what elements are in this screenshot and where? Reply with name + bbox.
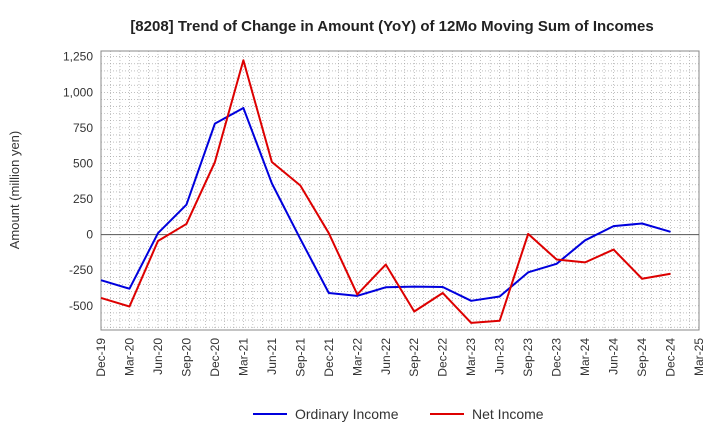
x-tick-label: Sep-21 [293, 338, 307, 377]
x-tick-label: Sep-23 [521, 338, 535, 377]
x-tick-label: Dec-21 [322, 338, 336, 377]
x-tick-label: Mar-23 [464, 338, 478, 376]
legend: Ordinary Income Net Income [253, 406, 544, 422]
x-tick-label: Dec-23 [550, 338, 564, 377]
y-tick-label: 500 [73, 156, 93, 170]
plot-frame [100, 50, 700, 331]
y-tick-label: 250 [73, 192, 93, 206]
y-tick-label: 1,000 [63, 85, 93, 99]
x-tick-label: Jun-21 [265, 338, 279, 375]
plot-area: -500 -250 0 250 500 750 1,000 1,250 Dec-19 Mar-20… [63, 50, 706, 377]
series-line-ordinary-income [100, 106, 671, 302]
x-tick-label: Jun-23 [493, 338, 507, 375]
x-tick-label: Dec-20 [208, 338, 222, 377]
x-tick-label: Mar-25 [692, 338, 706, 376]
x-tick-label: Mar-24 [578, 338, 592, 376]
legend-label-ordinary-income: Ordinary Income [295, 406, 399, 422]
y-tick-label: -250 [69, 263, 93, 277]
x-tick-label: Jun-24 [607, 338, 621, 375]
x-tick-label: Dec-24 [664, 338, 678, 377]
x-tick-label: Mar-20 [122, 338, 136, 376]
y-axis-label: Amount (million yen) [7, 131, 22, 250]
y-tick-label: 0 [86, 228, 93, 242]
x-tick-label: Dec-19 [94, 338, 108, 377]
x-tick-label: Mar-22 [350, 338, 364, 376]
series-line-net-income [100, 59, 671, 324]
y-tick-label: 750 [73, 121, 93, 135]
x-tick-label: Sep-24 [635, 338, 649, 377]
x-tick-label: Jun-22 [379, 338, 393, 375]
y-tick-label: 1,250 [63, 50, 93, 64]
legend-label-net-income: Net Income [472, 406, 544, 422]
x-tick-label: Dec-22 [436, 338, 450, 377]
x-tick-label: Jun-20 [151, 338, 165, 375]
y-tick-label: -500 [69, 299, 93, 313]
chart-title: [8208] Trend of Change in Amount (YoY) o… [130, 18, 653, 35]
x-tick-label: Sep-22 [407, 338, 421, 377]
x-tick-label: Mar-21 [236, 338, 250, 376]
x-tick-label: Sep-20 [179, 338, 193, 377]
